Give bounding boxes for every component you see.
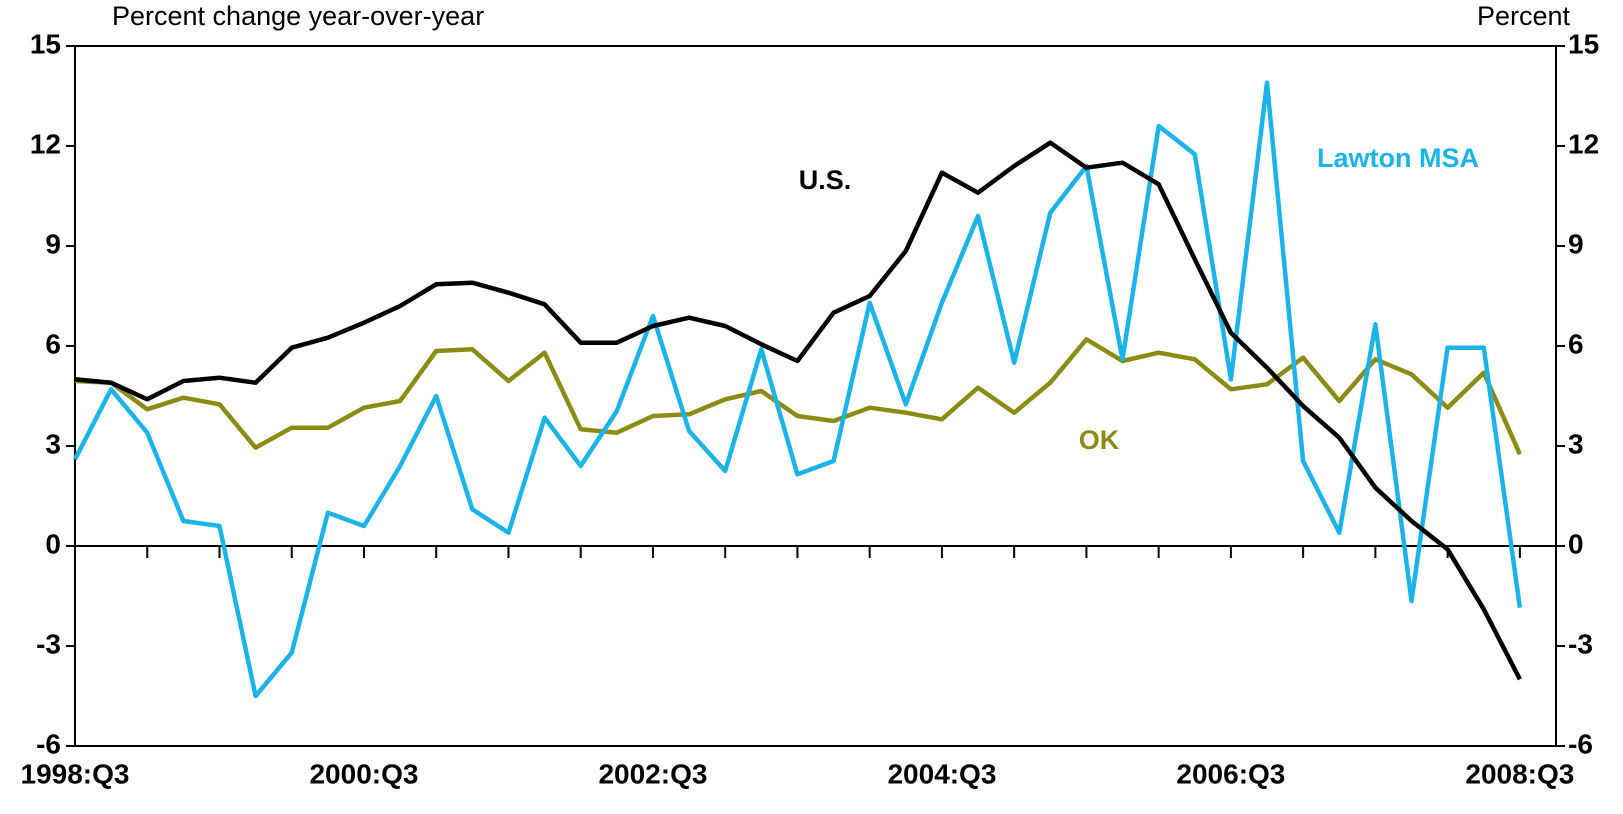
y2-axis-title: Percent: [1477, 1, 1571, 31]
y2-tick-label: 3: [1568, 428, 1584, 459]
y-tick-label: -3: [36, 628, 61, 659]
series-label: Lawton MSA: [1317, 143, 1479, 173]
y-tick-label: 15: [30, 28, 61, 59]
y-tick-label: 12: [30, 128, 61, 159]
plot-frame: [74, 45, 1557, 747]
x-tick-label: 2004:Q3: [887, 758, 996, 789]
y2-tick-label: 0: [1568, 528, 1584, 559]
series-label: OK: [1079, 425, 1120, 455]
series-line: [74, 140, 1522, 681]
x-tick-label: 2006:Q3: [1176, 758, 1285, 789]
y2-tick-label: 15: [1568, 28, 1599, 59]
y2-tick-label: -6: [1568, 728, 1593, 759]
y2-tick-label: 6: [1568, 328, 1584, 359]
y2-tick-label: 12: [1568, 128, 1599, 159]
y-tick-label: 0: [45, 528, 61, 559]
y-axis-title: Percent change year-over-year: [112, 1, 484, 31]
series-line: [73, 80, 1523, 699]
y-tick-label: 6: [45, 328, 61, 359]
y-tick-label: 3: [45, 428, 61, 459]
series-line: [74, 337, 1522, 456]
x-tick-label: 2008:Q3: [1465, 758, 1574, 789]
x-tick-label: 2000:Q3: [309, 758, 418, 789]
y-tick-label: -6: [36, 728, 61, 759]
y-tick-label: 9: [45, 228, 61, 259]
x-tick-label: 1998:Q3: [21, 758, 130, 789]
series-label: U.S.: [799, 165, 852, 195]
y2-tick-label: 9: [1568, 228, 1584, 259]
y2-tick-label: -3: [1568, 628, 1593, 659]
x-tick-label: 2002:Q3: [598, 758, 707, 789]
